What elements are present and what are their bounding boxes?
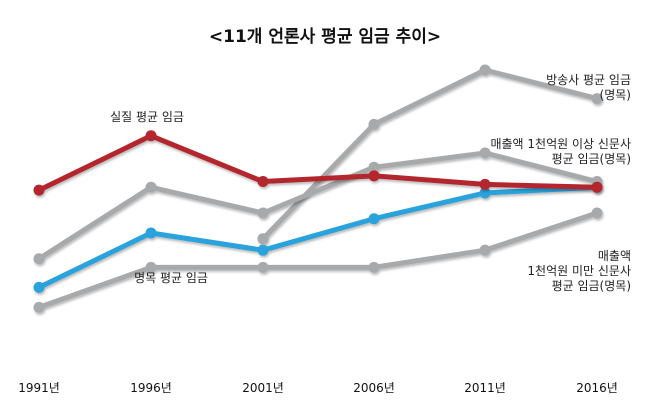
annotation-broadcast-line-0: 방송사 평균 임금 [546, 73, 631, 87]
series-4-point-5 [591, 207, 603, 219]
annotation-small-line-0: 매출액 [598, 249, 631, 263]
series-0-point-4 [479, 178, 491, 190]
series-1-point-3 [368, 213, 380, 225]
series-2-point-0 [257, 233, 269, 245]
series-3-point-4 [479, 147, 491, 159]
x-tick-label-1: 1996년 [130, 381, 172, 395]
annotation-real: 실질 평균 임금 [110, 110, 184, 124]
annotation-large-line-0: 매출액 1천억원 이상 신문사 [490, 136, 631, 151]
series-2-point-1 [368, 118, 380, 130]
series-0-point-0 [33, 184, 45, 196]
series-1 [33, 181, 603, 293]
chart-title: <11개 언론사 평균 임금 추이> [208, 27, 442, 47]
series-4-point-4 [479, 244, 491, 256]
x-tick-label-0: 1991년 [18, 381, 60, 395]
series-1-point-4 [479, 187, 491, 199]
series-3-point-1 [145, 181, 157, 193]
annotation-small-line-2: 평균 임금(명목) [552, 279, 631, 293]
series-1-point-1 [145, 227, 157, 239]
annotation-small-line-1: 1천억원 미만 신문사 [527, 263, 631, 278]
series-2-point-2 [479, 64, 491, 76]
series-0-point-5 [591, 181, 603, 193]
series-4 [33, 207, 603, 313]
series-0-point-2 [257, 176, 269, 188]
series-0-line [36, 133, 600, 193]
series-1-point-0 [33, 281, 45, 293]
series-4-line [36, 210, 600, 310]
series-3-point-3 [368, 161, 380, 173]
series-3-point-0 [33, 253, 45, 265]
series-4-point-0 [33, 301, 45, 313]
series-3-line [36, 150, 600, 262]
series-3-point-2 [257, 207, 269, 219]
x-tick-label-3: 2006년 [353, 381, 395, 395]
series-2-line [260, 67, 600, 242]
annotation-real-line-0: 실질 평균 임금 [110, 110, 184, 124]
x-tick-label-2: 2001년 [242, 381, 284, 395]
annotation-nominal: 명목 평균 임금 [134, 271, 208, 285]
series-1-line [36, 184, 600, 290]
series-layer [33, 64, 603, 313]
annotation-large: 매출액 1천억원 이상 신문사 평균 임금(명목) [490, 136, 631, 166]
annotation-small: 매출액 1천억원 미만 신문사 평균 임금(명목) [527, 249, 631, 293]
annotation-broadcast: 방송사 평균 임금 (명목) [546, 73, 631, 102]
x-tick-label-5: 2016년 [576, 381, 618, 395]
series-1-point-2 [257, 244, 269, 256]
series-0-point-3 [368, 170, 380, 182]
x-axis-ticks: 1991년 1996년 2001년 2006년 2011년 2016년 [18, 381, 618, 395]
annotation-broadcast-line-1: (명목) [600, 88, 631, 102]
series-4-point-1 [145, 261, 157, 273]
series-4-point-2 [257, 261, 269, 273]
annotation-large-line-1: 평균 임금(명목) [552, 152, 631, 166]
series-3 [33, 147, 603, 265]
series-0 [33, 130, 603, 196]
annotation-nominal-line-0: 명목 평균 임금 [134, 271, 208, 285]
series-4-point-3 [368, 261, 380, 273]
series-0-point-1 [145, 130, 157, 142]
series-2-point-3 [591, 93, 603, 105]
x-tick-label-4: 2011년 [464, 381, 506, 395]
series-2 [257, 64, 603, 245]
